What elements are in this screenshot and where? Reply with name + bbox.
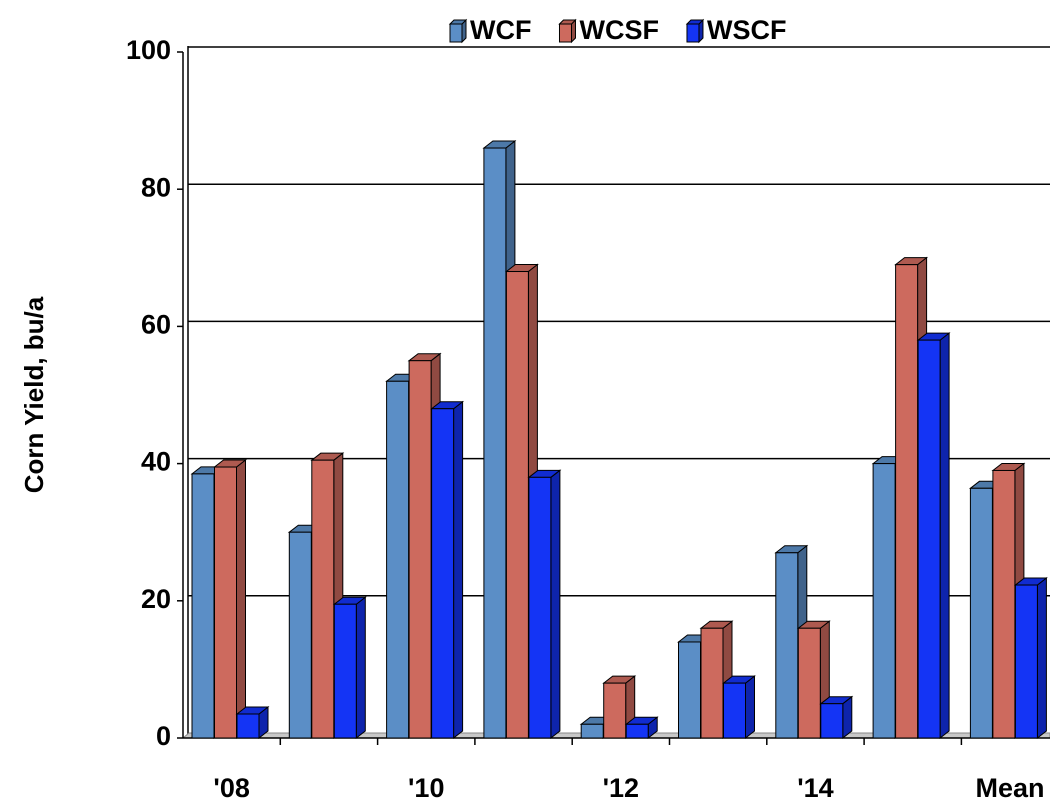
bar (332, 596, 367, 740)
bar-side (550, 469, 561, 740)
bar-side (236, 459, 246, 740)
bar-front (580, 723, 604, 739)
bar-front (288, 531, 312, 739)
bar-front (917, 339, 941, 739)
legend-label: WCF (470, 15, 531, 45)
y-tick-label: 20 (141, 584, 171, 614)
legend-item: WCF (448, 15, 531, 45)
bar-side (745, 675, 755, 740)
bar-front (797, 627, 821, 739)
x-tick-label: '14 (797, 773, 833, 803)
bar-front (820, 703, 844, 739)
bar-front (678, 641, 701, 739)
bar (213, 459, 247, 740)
bar (235, 705, 270, 740)
x-tick-label: '12 (603, 773, 639, 803)
bar-front (214, 466, 237, 739)
x-tick-label: '08 (213, 773, 249, 803)
y-tick-label: 100 (126, 35, 171, 65)
bar-side (1036, 576, 1047, 740)
legend-label: WCSF (579, 15, 658, 45)
bar-front (603, 682, 627, 739)
bar (1013, 576, 1048, 740)
y-tick-label: 0 (156, 721, 171, 751)
legend-item: WCSF (558, 15, 659, 45)
bar (819, 695, 854, 740)
bar-front (969, 487, 993, 739)
y-tick-label: 60 (141, 310, 171, 340)
bar-front (625, 723, 649, 739)
bar-front (528, 476, 552, 739)
legend-label: WSCF (707, 15, 786, 45)
bar-front (723, 682, 746, 739)
x-tick-label: Mean (976, 773, 1045, 803)
bar-side (939, 332, 950, 740)
bar-front (895, 264, 919, 739)
y-tick-label: 80 (141, 172, 171, 202)
bar-front (191, 473, 215, 739)
y-axis-label: Corn Yield, bu/a (19, 296, 49, 493)
bar (527, 469, 562, 740)
legend-swatch (558, 23, 572, 43)
bar (624, 716, 659, 740)
bar-front (505, 271, 529, 739)
bar-front (311, 459, 335, 739)
bar-side (355, 596, 366, 740)
legend-swatch (686, 23, 700, 43)
bar-front (700, 627, 724, 739)
bar-front (386, 380, 410, 739)
bar (722, 675, 756, 740)
x-tick-label: '10 (408, 773, 444, 803)
bar-front (408, 360, 432, 739)
legend-item: WSCF (685, 15, 786, 45)
bar-side (453, 400, 464, 740)
bar-front (872, 463, 896, 739)
bar-front (333, 603, 357, 739)
bar (916, 332, 951, 740)
bar (430, 400, 465, 740)
bar-front (1014, 584, 1038, 739)
bar-front (483, 147, 507, 739)
bar-front (236, 713, 260, 739)
legend-swatch (449, 23, 463, 43)
bar-front (992, 469, 1016, 739)
bar-front (775, 552, 799, 739)
bar-front (431, 408, 455, 739)
y-tick-label: 40 (141, 447, 171, 477)
